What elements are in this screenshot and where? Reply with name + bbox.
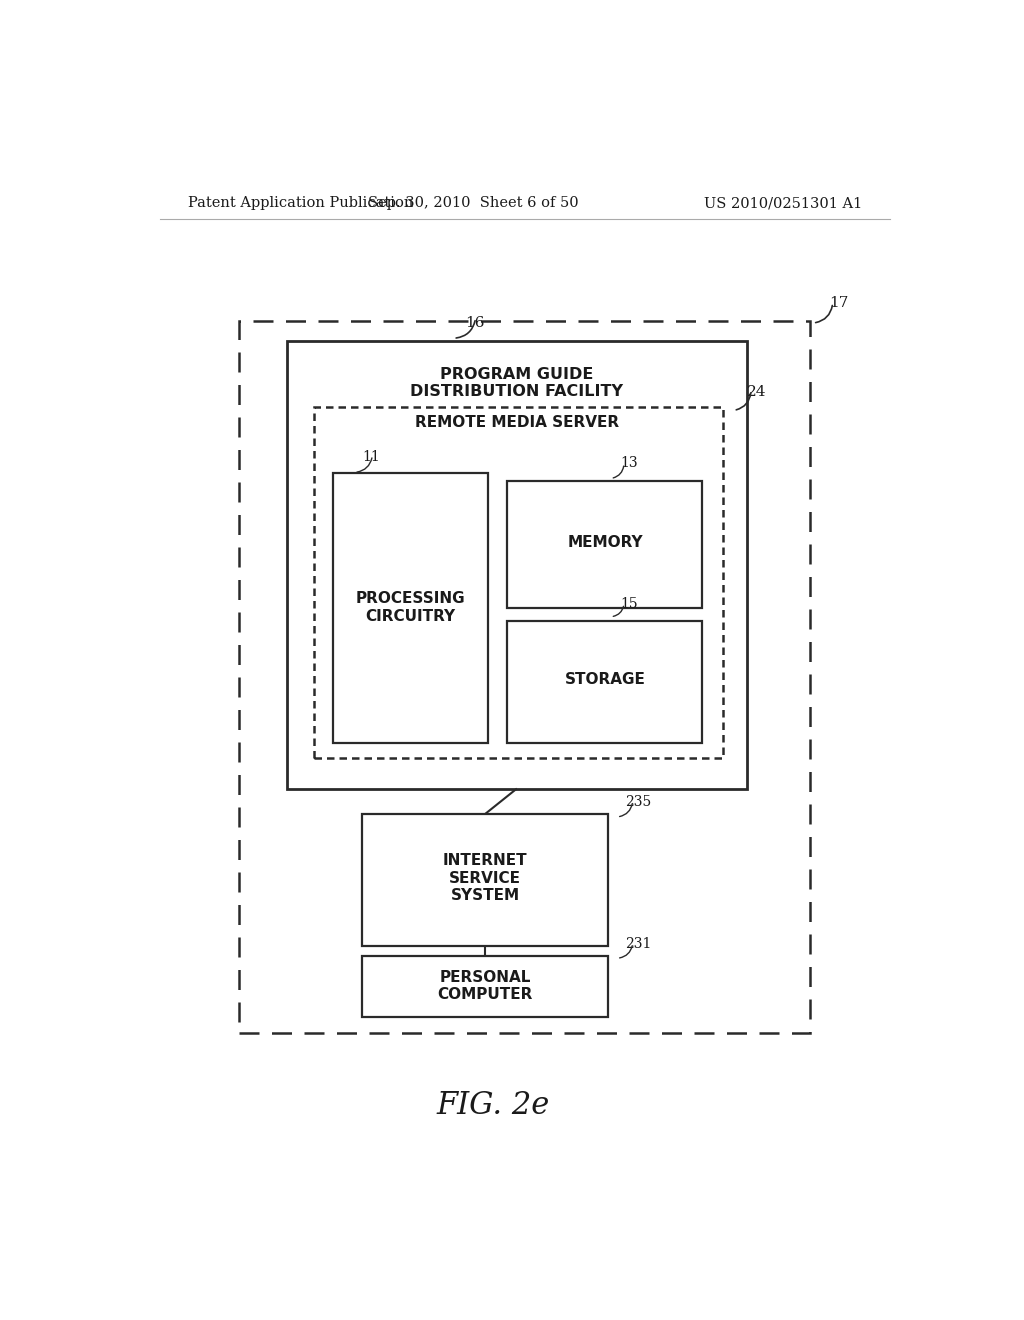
Text: 24: 24: [748, 385, 767, 399]
Text: PERSONAL
COMPUTER: PERSONAL COMPUTER: [437, 970, 532, 1002]
Bar: [314, 408, 723, 758]
Bar: [362, 814, 608, 946]
Bar: [362, 956, 608, 1018]
Text: PROGRAM GUIDE
DISTRIBUTION FACILITY: PROGRAM GUIDE DISTRIBUTION FACILITY: [411, 367, 624, 399]
Text: MEMORY: MEMORY: [567, 535, 643, 550]
Bar: [507, 620, 701, 743]
Text: INTERNET
SERVICE
SYSTEM: INTERNET SERVICE SYSTEM: [442, 853, 527, 903]
Text: 17: 17: [828, 296, 848, 310]
Text: 13: 13: [620, 457, 638, 470]
Text: STORAGE: STORAGE: [564, 672, 645, 688]
Text: REMOTE MEDIA SERVER: REMOTE MEDIA SERVER: [415, 414, 618, 429]
Text: 231: 231: [625, 937, 651, 952]
Text: 15: 15: [620, 597, 638, 611]
Text: US 2010/0251301 A1: US 2010/0251301 A1: [703, 197, 862, 210]
Bar: [507, 480, 701, 607]
Text: 16: 16: [465, 317, 484, 330]
Text: 11: 11: [362, 450, 380, 465]
Text: 235: 235: [625, 795, 651, 809]
Bar: [333, 474, 487, 743]
Text: PROCESSING
CIRCUITRY: PROCESSING CIRCUITRY: [355, 591, 465, 624]
Text: FIG. 2e: FIG. 2e: [436, 1090, 550, 1121]
Text: Patent Application Publication: Patent Application Publication: [187, 197, 413, 210]
Text: Sep. 30, 2010  Sheet 6 of 50: Sep. 30, 2010 Sheet 6 of 50: [368, 197, 579, 210]
Bar: [287, 342, 748, 788]
Bar: [240, 321, 811, 1032]
